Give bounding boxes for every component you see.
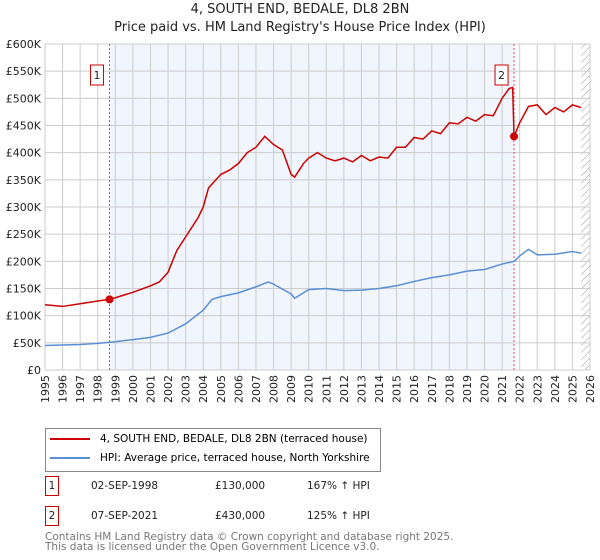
y-tick-label: £600K [6,38,42,51]
x-tick-label: 2000 [127,375,140,403]
legend-label: HPI: Average price, terraced house, Nort… [100,452,370,464]
x-tick-label: 2001 [144,375,157,403]
y-tick-label: £400K [6,147,42,160]
x-tick-label: 1995 [39,375,52,403]
legend: 4, SOUTH END, BEDALE, DL8 2BN (terraced … [45,428,381,472]
x-tick-label: 2022 [514,375,527,403]
footer: Contains HM Land Registry data © Crown c… [45,531,454,553]
sale-label-box [494,64,509,86]
x-tick-label: 1998 [92,375,105,403]
x-tick-label: 2010 [303,375,316,403]
x-tick-label: 2003 [180,375,193,403]
series-line-hpi [44,248,582,347]
sale-label: 1 [94,69,101,82]
chart-title: 4, SOUTH END, BEDALE, DL8 2BN [190,2,410,17]
legend-item-hpi: HPI: Average price, terraced house, Nort… [50,452,370,464]
sale-badge: 1 [45,476,59,496]
y-tick-label: £50K [13,337,42,350]
legend-swatch-red [50,438,90,440]
x-tick-label: 2011 [320,375,333,403]
sale-price: £130,000 [215,480,266,492]
sale-hpi: 167% ↑ HPI [307,480,370,492]
x-tick-label: 2023 [531,375,544,403]
legend-item-property: 4, SOUTH END, BEDALE, DL8 2BN (terraced … [50,433,368,445]
sale-label-box [90,64,105,86]
x-tick-label: 2012 [338,375,351,403]
plot-area: 1995 1996 1997 1998 1999 2000 2001 2002 2003 2004… [6,38,597,403]
y-tick-label: £150K [6,283,42,296]
x-tick-label: 2020 [479,375,492,403]
x-tick-label: 2018 [443,375,456,403]
y-tick-label: £250K [6,228,42,241]
x-tick-label: 2016 [408,375,421,403]
x-tick-label: 2014 [373,375,386,403]
x-tick-label: 2015 [391,375,404,403]
y-tick-label: £450K [6,120,42,133]
y-tick-label: £100K [6,310,42,323]
sale-price: £430,000 [215,510,266,522]
sale-point [105,295,114,304]
footer-line-2: This data is licensed under the Open Gov… [45,541,380,553]
y-tick-label: £0 [27,364,41,377]
y-tick-label: £300K [6,201,42,214]
sale-badge: 2 [45,506,59,526]
sale-row-2: 2 07-SEP-2021 £430,000 125% ↑ HPI [45,506,445,526]
x-tick-label: 2021 [496,375,509,403]
y-tick-label: £200K [6,255,42,268]
x-tick-label: 2006 [232,375,245,403]
sale-point [510,132,519,141]
legend-swatch-blue [50,457,90,459]
sale-label: 2 [498,69,505,82]
footer-line-1: Contains HM Land Registry data © Crown c… [45,531,454,543]
sale-date: 02-SEP-1998 [91,480,159,492]
x-tick-label: 1997 [74,375,87,403]
y-tick-label: £550K [6,65,42,78]
x-tick-label: 2013 [355,375,368,403]
x-tick-label: 2004 [197,375,210,403]
x-tick-label: 1999 [109,375,122,403]
series-line-property [44,86,582,308]
x-tick-label: 2008 [268,375,281,403]
y-tick-label: £350K [6,174,42,187]
x-tick-label: 2017 [426,375,439,403]
x-tick-label: 2009 [285,375,298,403]
legend-label: 4, SOUTH END, BEDALE, DL8 2BN (terraced … [100,433,368,445]
x-tick-label: 2002 [162,375,175,403]
x-tick-label: 1996 [57,375,70,403]
sale-date: 07-SEP-2021 [91,510,159,522]
x-tick-label: 2025 [566,375,579,403]
sale-hpi: 125% ↑ HPI [307,510,370,522]
sale-row-1: 1 02-SEP-1998 £130,000 167% ↑ HPI [45,476,445,496]
y-tick-label: £500K [6,92,42,105]
chart-subtitle: Price paid vs. HM Land Registry's House … [114,20,486,35]
x-tick-label: 2005 [215,375,228,403]
x-tick-label: 2026 [584,375,597,403]
x-tick-label: 2007 [250,375,263,403]
x-tick-label: 2024 [549,375,562,403]
x-tick-label: 2019 [461,375,474,403]
